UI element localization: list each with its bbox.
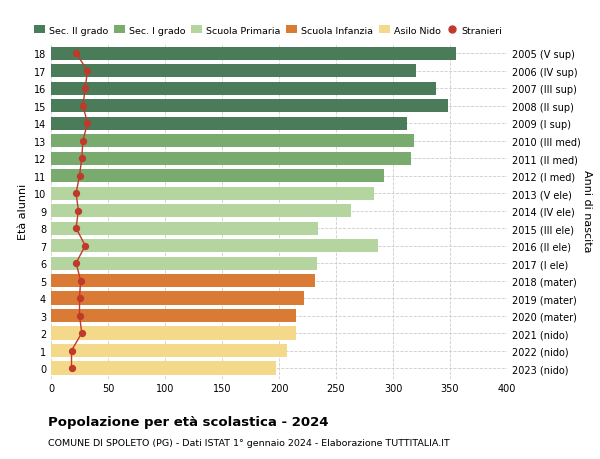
Point [71, 225, 81, 232]
Text: Popolazione per età scolastica - 2024: Popolazione per età scolastica - 2024 [48, 415, 329, 428]
Point [75, 173, 85, 180]
Bar [51, 83, 436, 95]
Text: COMUNE DI SPOLETO (PG) - Dati ISTAT 1° gennaio 2024 - Elaborazione TUTTITALIA.IT: COMUNE DI SPOLETO (PG) - Dati ISTAT 1° g… [48, 438, 450, 448]
Bar [51, 344, 287, 357]
Point [71, 260, 81, 267]
Bar [51, 309, 296, 322]
Point [83, 68, 92, 75]
Point [74, 207, 83, 215]
Point [77, 330, 86, 337]
Bar [51, 257, 317, 270]
Bar [51, 135, 413, 148]
Bar [51, 292, 304, 305]
Point [71, 50, 81, 58]
Point [67, 347, 76, 354]
Point [71, 190, 81, 197]
Bar [51, 118, 407, 130]
Point [83, 120, 92, 128]
Bar [51, 187, 374, 200]
Bar [51, 240, 378, 252]
Point [78, 138, 88, 145]
Bar [51, 274, 316, 287]
Point [75, 312, 85, 319]
Y-axis label: Anni di nascita: Anni di nascita [582, 170, 592, 252]
Bar [51, 152, 411, 165]
Y-axis label: Età alunni: Età alunni [18, 183, 28, 239]
Point [67, 364, 76, 372]
Bar [51, 327, 296, 340]
Bar [51, 222, 318, 235]
Point [75, 295, 85, 302]
Point [76, 277, 85, 285]
Bar [51, 48, 456, 61]
Bar [51, 205, 351, 218]
Bar [51, 100, 448, 113]
Point [78, 103, 88, 110]
Point [80, 242, 90, 250]
Bar [51, 170, 384, 183]
Bar [51, 362, 275, 375]
Point [80, 85, 90, 93]
Bar [51, 65, 416, 78]
Legend: Sec. II grado, Sec. I grado, Scuola Primaria, Scuola Infanzia, Asilo Nido, Stran: Sec. II grado, Sec. I grado, Scuola Prim… [34, 26, 502, 35]
Point [77, 155, 86, 162]
